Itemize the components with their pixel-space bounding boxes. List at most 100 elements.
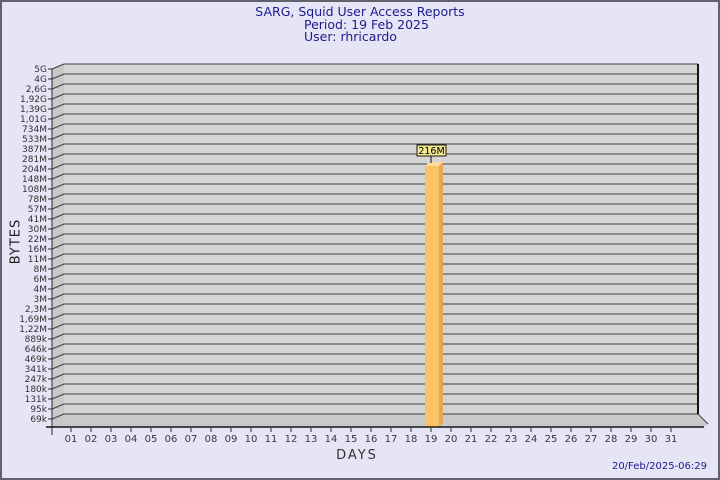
x-tick-label: 18 [405, 434, 418, 445]
y-tick-label: 41M [28, 215, 47, 225]
y-tick-label: 247k [25, 375, 48, 385]
y-tick-label: 1,01G [20, 115, 47, 125]
wall-diagonal [51, 383, 65, 390]
y-tick-label: 148M [22, 175, 47, 185]
x-tick-label: 06 [165, 434, 178, 445]
wall-diagonal [51, 83, 65, 90]
wall-diagonal [51, 113, 65, 120]
wall-diagonal [51, 243, 65, 250]
y-tick-label: 3M [34, 295, 48, 305]
y-tick-label: 4G [34, 75, 47, 85]
wall-diagonal [51, 283, 65, 290]
x-tick-label: 25 [545, 434, 558, 445]
y-tick-label: 204M [22, 165, 47, 175]
report-header: SARG, Squid User Access Reports Period: … [2, 5, 718, 44]
wall-diagonal [51, 413, 65, 420]
y-tick-label: 5G [34, 65, 47, 75]
wall-diagonal [51, 323, 65, 330]
x-tick-label: 12 [285, 434, 298, 445]
y-tick-label: 6M [34, 275, 48, 285]
x-tick-label: 03 [105, 434, 118, 445]
bar [425, 166, 439, 427]
x-tick-label: 20 [445, 434, 458, 445]
x-tick-label: 11 [265, 434, 278, 445]
wall-diagonal [51, 183, 65, 190]
wall-diagonal [51, 263, 65, 270]
y-tick-label: 2,3M [25, 305, 47, 315]
y-tick-label: 30M [28, 225, 47, 235]
x-tick-label: 27 [585, 434, 598, 445]
wall-diagonal [51, 203, 65, 210]
wall-diagonal [51, 213, 65, 220]
wall-diagonal [51, 93, 65, 100]
x-tick-label: 23 [505, 434, 518, 445]
x-tick-label: 16 [365, 434, 378, 445]
x-axis-title: DAYS [336, 448, 378, 463]
x-tick-label: 26 [565, 434, 578, 445]
y-tick-label: 11M [28, 255, 47, 265]
wall-diagonal [51, 293, 65, 300]
y-tick-label: 281M [22, 155, 47, 165]
x-tick-label: 28 [605, 434, 618, 445]
y-tick-label: 4M [34, 285, 48, 295]
wall-diagonal [51, 363, 65, 370]
wall-diagonal [51, 173, 65, 180]
y-tick-label: 8M [34, 265, 48, 275]
y-tick-label: 734M [22, 125, 47, 135]
y-tick-label: 889k [25, 335, 48, 345]
y-tick-label: 1,92G [20, 95, 47, 105]
x-tick-label: 30 [645, 434, 658, 445]
y-tick-label: 646k [25, 345, 48, 355]
wall-diagonal [51, 403, 65, 410]
wall-diagonal [51, 303, 65, 310]
y-tick-label: 16M [28, 245, 47, 255]
x-tick-label: 13 [305, 434, 318, 445]
bar-top-face [425, 162, 443, 166]
y-tick-label: 2,6G [26, 85, 47, 95]
x-tick-label: 19 [425, 434, 438, 445]
y-tick-label: 57M [28, 205, 47, 215]
wall-diagonal [51, 373, 65, 380]
wall-diagonal [51, 343, 65, 350]
y-axis-title: BYTES [8, 218, 24, 265]
plot-floor [52, 414, 708, 427]
x-tick-label: 21 [465, 434, 478, 445]
y-tick-label: 69k [30, 415, 47, 425]
x-tick-label: 05 [145, 434, 158, 445]
report-timestamp: 20/Feb/2025-06:29 [611, 461, 707, 472]
y-tick-label: 469k [25, 355, 48, 365]
wall-diagonal [51, 233, 65, 240]
wall-diagonal [51, 193, 65, 200]
y-tick-label: 95k [30, 405, 47, 415]
y-tick-label: 131k [25, 395, 48, 405]
report-user: User: rhricardo [304, 29, 397, 44]
x-tick-label: 01 [65, 434, 78, 445]
value-label: 216M [418, 146, 444, 157]
wall-diagonal [51, 353, 65, 360]
wall-diagonal [51, 223, 65, 230]
wall-diagonal [51, 163, 65, 170]
x-tick-label: 07 [185, 434, 198, 445]
x-tick-label: 04 [125, 434, 138, 445]
x-tick-label: 08 [205, 434, 218, 445]
wall-diagonal [51, 63, 65, 70]
y-tick-label: 22M [28, 235, 47, 245]
floor-right-edge [697, 413, 709, 425]
x-tick-label: 09 [225, 434, 238, 445]
y-tick-label: 387M [22, 145, 47, 155]
wall-diagonal [51, 313, 65, 320]
y-tick-label: 533M [22, 135, 47, 145]
x-tick-label: 15 [345, 434, 358, 445]
wall-diagonal [51, 253, 65, 260]
y-tick-label: 78M [28, 195, 47, 205]
wall-diagonal [51, 153, 65, 160]
x-tick-label: 14 [325, 434, 338, 445]
x-tick-label: 02 [85, 434, 98, 445]
wall-diagonal [51, 393, 65, 400]
wall-diagonal [51, 103, 65, 110]
y-tick-label: 341k [25, 365, 48, 375]
value-label-box [416, 144, 447, 157]
wall-diagonal [51, 123, 65, 130]
